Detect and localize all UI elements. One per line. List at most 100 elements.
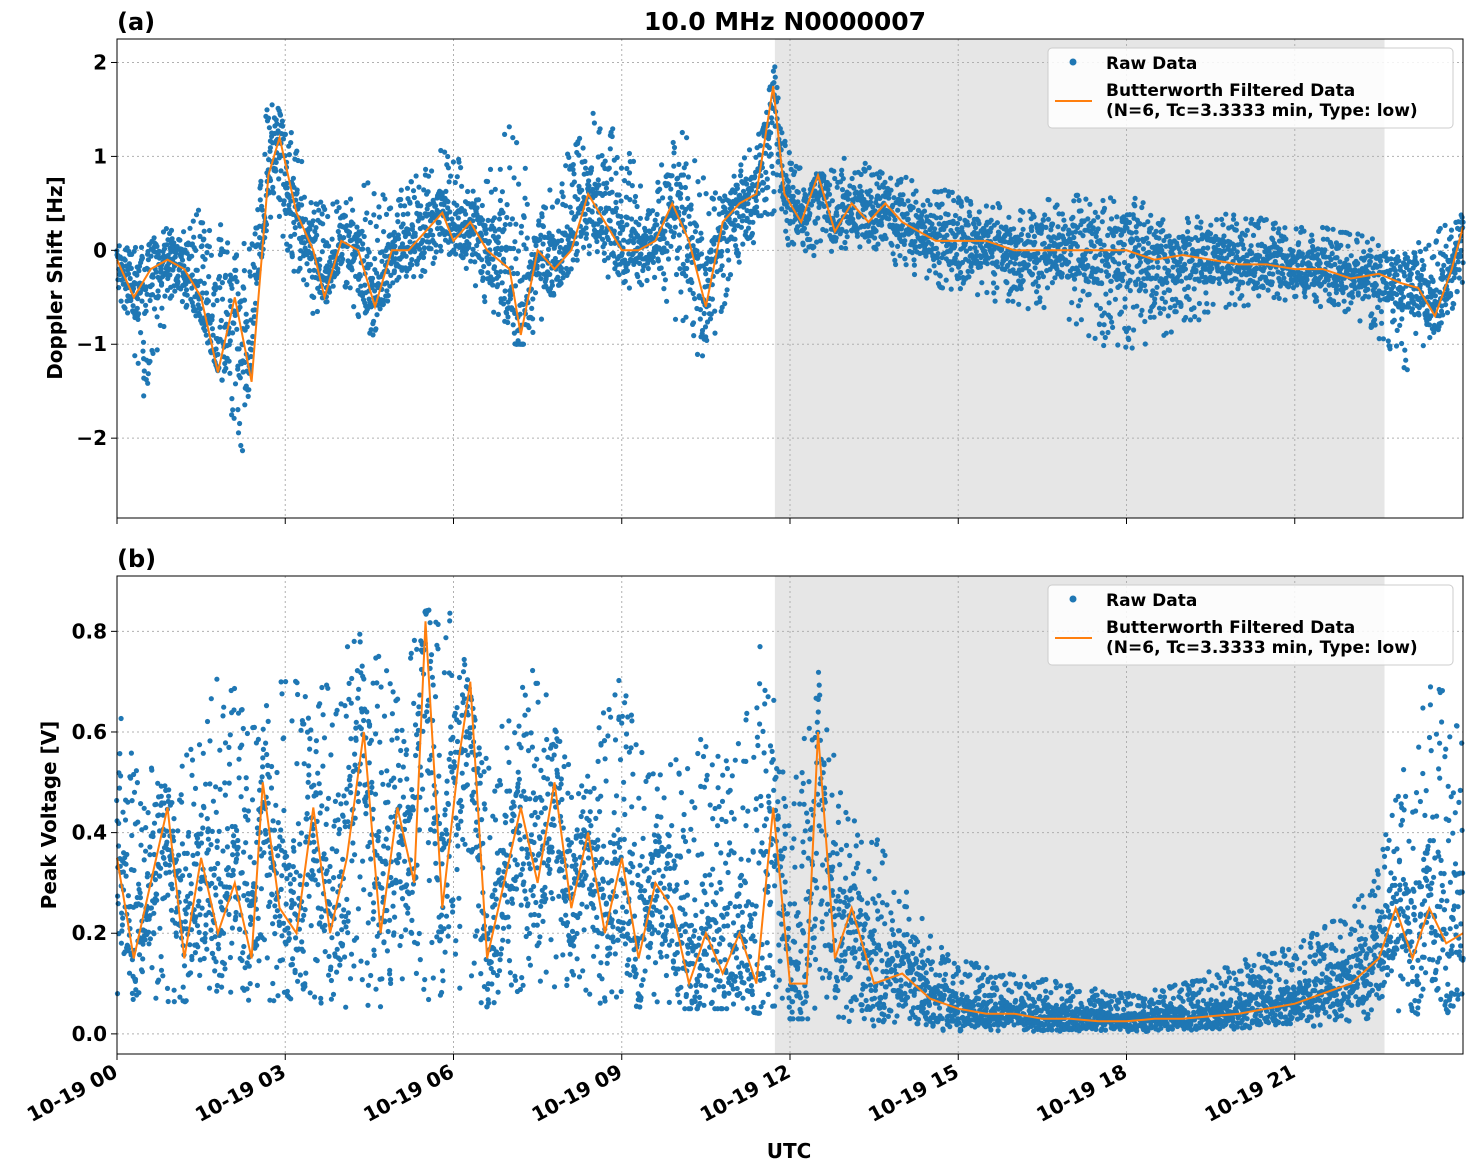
raw-data-point xyxy=(1054,202,1060,208)
raw-data-point xyxy=(1103,291,1109,297)
raw-data-point xyxy=(1031,233,1037,239)
raw-data-point xyxy=(421,245,427,251)
raw-data-point xyxy=(967,245,973,251)
raw-data-point xyxy=(989,254,995,260)
raw-data-point xyxy=(1091,218,1097,224)
raw-data-point xyxy=(1185,229,1191,235)
raw-data-point xyxy=(248,353,254,360)
raw-data-point xyxy=(937,215,944,221)
raw-data-point xyxy=(334,199,340,205)
raw-data-point xyxy=(179,257,186,263)
raw-data-point xyxy=(1270,271,1276,277)
raw-data-point xyxy=(1101,322,1107,328)
raw-data-point xyxy=(973,225,979,231)
raw-data-point xyxy=(165,237,171,243)
raw-data-point xyxy=(210,332,216,338)
raw-data-point xyxy=(1325,226,1331,232)
raw-data-point xyxy=(734,182,740,188)
raw-data-point xyxy=(1386,271,1392,278)
raw-data-point xyxy=(504,202,510,208)
raw-data-point xyxy=(795,189,801,195)
raw-data-point xyxy=(150,350,156,356)
raw-data-point xyxy=(232,312,238,318)
raw-data-point xyxy=(302,216,309,222)
raw-data-point xyxy=(768,115,775,121)
raw-data-point xyxy=(125,271,132,277)
raw-data-point xyxy=(629,183,635,189)
raw-data-point xyxy=(1142,341,1148,347)
raw-data-point xyxy=(1373,282,1379,288)
raw-data-point xyxy=(1055,224,1061,230)
raw-data-point xyxy=(208,252,214,258)
raw-data-point xyxy=(684,265,690,272)
raw-data-point xyxy=(757,143,764,149)
raw-data-point xyxy=(1282,225,1288,231)
raw-data-point xyxy=(291,268,297,274)
raw-data-point xyxy=(1135,237,1141,243)
raw-data-point xyxy=(558,265,565,271)
raw-data-point xyxy=(486,238,492,245)
raw-data-point xyxy=(1108,288,1114,294)
raw-data-point xyxy=(1396,258,1402,264)
raw-data-point xyxy=(1007,259,1014,265)
raw-data-point xyxy=(551,292,557,298)
raw-data-point xyxy=(281,198,287,204)
raw-data-point xyxy=(202,256,208,262)
raw-data-point xyxy=(568,266,574,272)
raw-data-point xyxy=(446,179,452,185)
raw-data-point xyxy=(237,420,243,427)
raw-data-point xyxy=(1068,252,1074,258)
raw-data-point xyxy=(862,160,868,166)
raw-data-point xyxy=(749,230,756,237)
raw-data-point xyxy=(336,205,342,211)
raw-data-point xyxy=(522,195,528,201)
raw-data-point xyxy=(599,153,605,159)
raw-data-point xyxy=(664,248,670,254)
raw-data-point xyxy=(1254,285,1260,291)
raw-data-point xyxy=(355,287,361,293)
raw-data-point xyxy=(1322,287,1328,293)
raw-data-point xyxy=(1095,226,1101,232)
raw-data-point xyxy=(720,272,727,278)
raw-data-point xyxy=(1365,286,1371,292)
raw-data-point xyxy=(360,246,366,252)
raw-data-point xyxy=(1099,219,1105,225)
raw-data-point xyxy=(299,202,305,208)
raw-data-point xyxy=(200,220,206,226)
raw-data-point xyxy=(574,257,580,263)
raw-data-point xyxy=(1402,347,1408,353)
raw-data-point xyxy=(559,181,565,187)
raw-data-point xyxy=(202,328,208,334)
raw-data-point xyxy=(1116,261,1122,267)
raw-data-point xyxy=(136,311,142,317)
raw-data-point xyxy=(125,293,131,299)
raw-data-point xyxy=(330,201,336,207)
raw-data-point xyxy=(294,148,300,154)
raw-data-point xyxy=(1198,219,1204,225)
raw-data-point xyxy=(1050,221,1056,227)
raw-data-point xyxy=(547,271,553,277)
raw-data-point xyxy=(1108,216,1115,222)
raw-data-point xyxy=(843,229,850,235)
raw-data-point xyxy=(268,214,274,220)
raw-data-point xyxy=(526,324,532,331)
raw-data-point xyxy=(968,201,974,207)
raw-data-point xyxy=(371,212,377,218)
raw-data-point xyxy=(311,294,317,300)
raw-data-point xyxy=(1045,216,1051,222)
raw-data-point xyxy=(271,190,277,196)
raw-data-point xyxy=(379,258,385,264)
raw-data-point xyxy=(214,297,220,304)
raw-data-point xyxy=(500,210,506,216)
raw-data-point xyxy=(437,243,443,249)
raw-data-point xyxy=(1072,286,1078,292)
raw-data-point xyxy=(321,275,327,281)
raw-data-point xyxy=(292,225,298,231)
raw-data-point xyxy=(384,288,390,294)
raw-data-point xyxy=(1242,232,1248,238)
raw-data-point xyxy=(790,184,796,190)
raw-data-point xyxy=(926,268,933,274)
raw-data-point xyxy=(501,226,507,233)
raw-data-point xyxy=(831,168,837,174)
raw-data-point xyxy=(419,215,425,221)
